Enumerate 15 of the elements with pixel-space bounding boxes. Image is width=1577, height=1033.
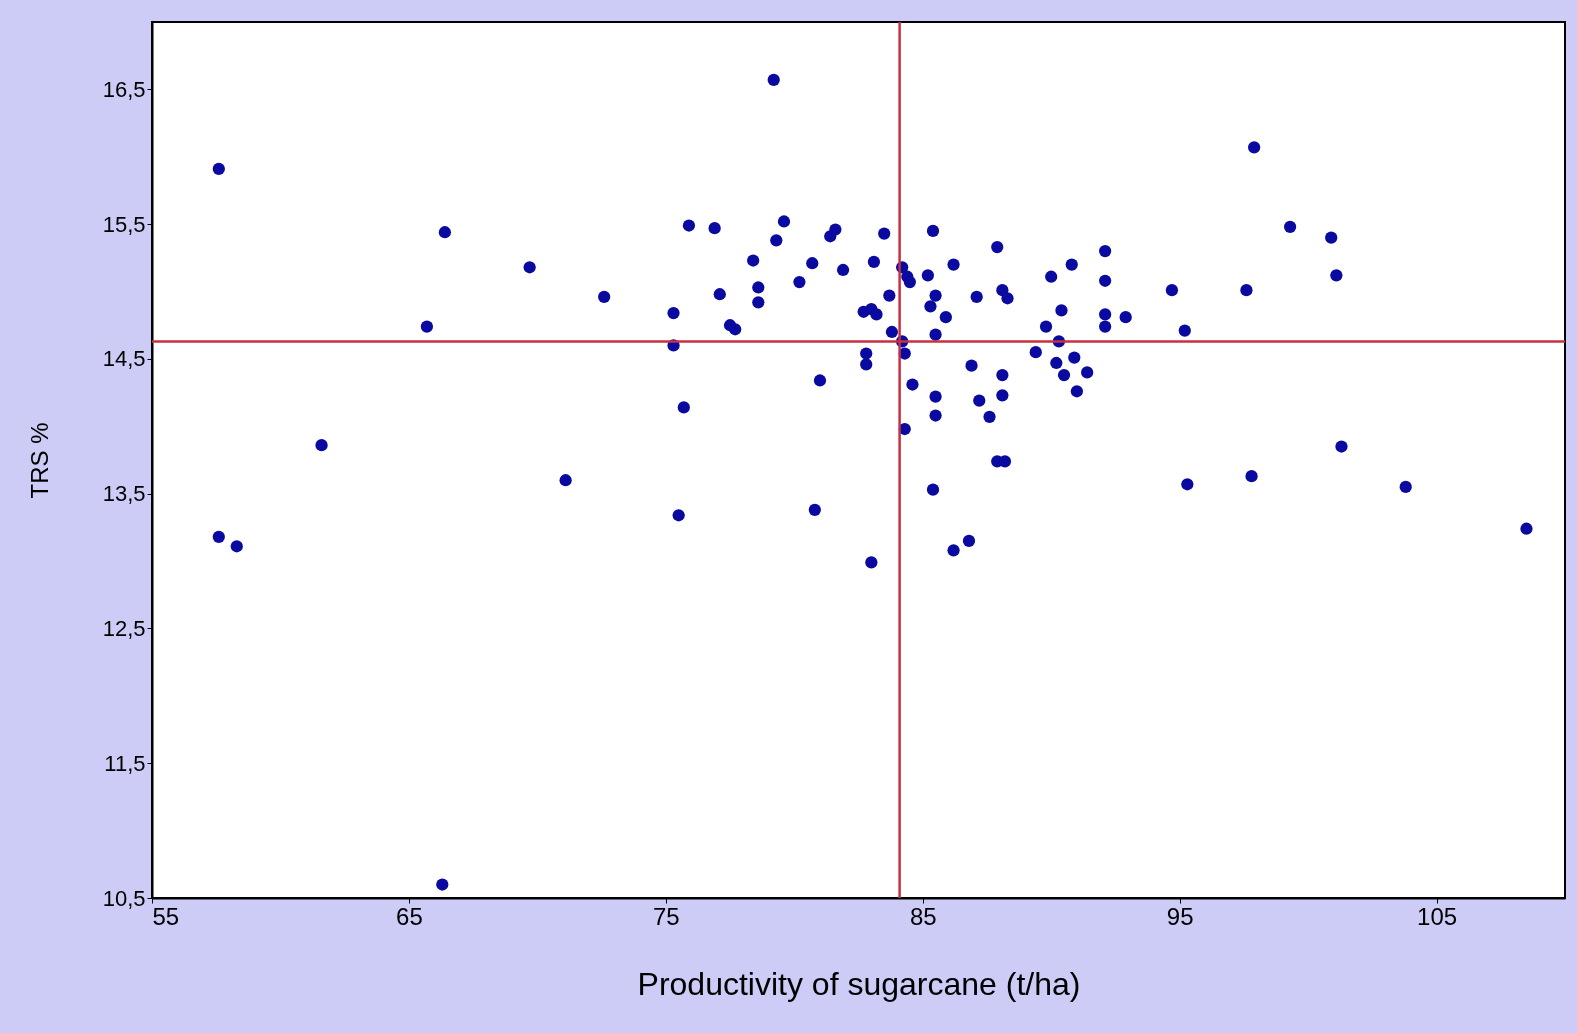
x-tick-label: 65 (396, 902, 423, 930)
y-tick-label: 15,5 (102, 211, 146, 237)
y-tick-label: 13,5 (102, 481, 146, 507)
x-tick-label: 105 (1417, 902, 1458, 930)
x-tick-label: 75 (652, 902, 680, 930)
y-tick-label: 11,5 (104, 750, 146, 776)
y-tick-label: 10,5 (102, 885, 146, 911)
x-tick-label: 85 (909, 902, 937, 930)
y-tick-label: 12,5 (102, 615, 146, 641)
x-tick-label: 55 (152, 902, 180, 930)
x-axis-title: Productivity of sugarcane (t/ha) (637, 965, 1081, 1002)
y-tick-label: 14,5 (102, 346, 146, 372)
x-tick-label: 95 (1166, 902, 1194, 930)
y-tick-label: 16,5 (102, 76, 146, 102)
y-axis-title: TRS % (25, 422, 53, 499)
